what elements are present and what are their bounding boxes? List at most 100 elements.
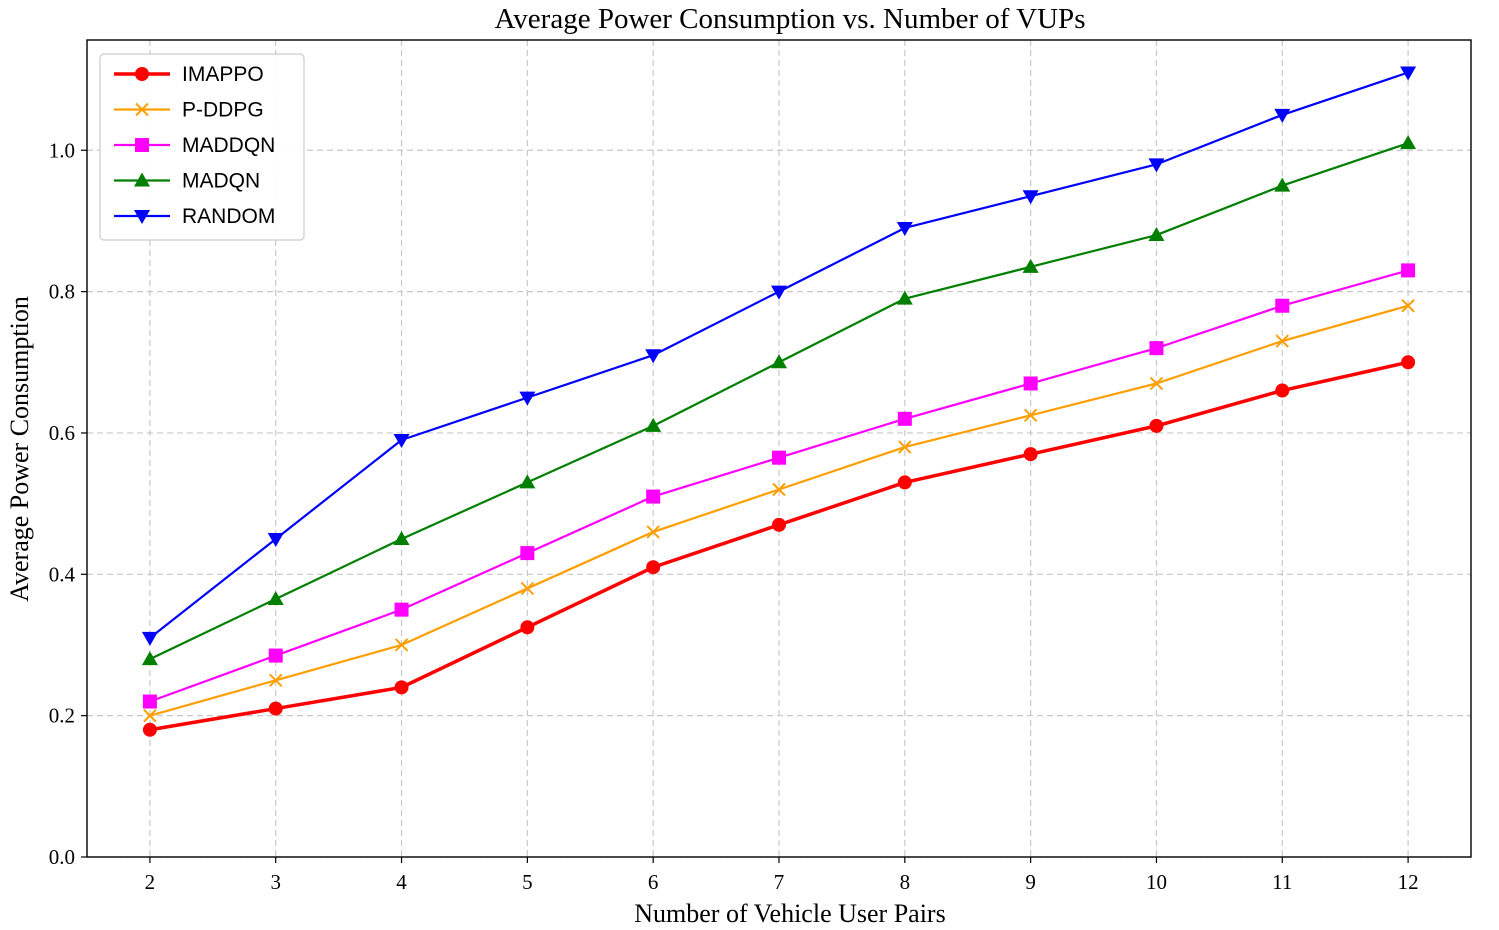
data-point [771, 354, 787, 369]
y-axis-ticks: 0.0 0.2 0.4 0.6 0.8 1.0 [49, 138, 87, 869]
data-point [393, 530, 410, 545]
legend-marker [135, 67, 149, 81]
x-tick-label: 6 [648, 870, 659, 894]
x-tick-label: 8 [900, 870, 911, 894]
data-point [646, 560, 661, 575]
x-axis-ticks: 2 3 4 5 6 7 8 9 10 11 12 [145, 857, 1419, 894]
y-tick-label: 1.0 [49, 138, 75, 162]
data-point [646, 525, 660, 539]
data-point [520, 581, 535, 596]
data-point [267, 591, 284, 606]
legend-label: P-DDPG [182, 99, 264, 122]
data-point [1275, 298, 1290, 313]
y-axis-label: Average Power Consumption [5, 296, 34, 602]
data-point [1023, 447, 1038, 462]
data-point [141, 631, 158, 646]
legend-item-p-ddpg: P-DDPG [114, 99, 264, 122]
data-point [1023, 376, 1038, 391]
x-axis-label: Number of Vehicle User Pairs [634, 899, 945, 928]
data-point [143, 708, 157, 723]
data-point [897, 475, 912, 490]
data-point [141, 651, 158, 666]
legend-label: RANDOM [182, 205, 275, 228]
y-tick-label: 0.2 [49, 704, 75, 728]
legend: IMAPPO P-DDPG MADDQN MADQN RANDOM [99, 53, 305, 241]
x-tick-label: 4 [396, 870, 407, 894]
legend-label: MADDQN [182, 134, 275, 157]
chart-title: Average Power Consumption vs. Number of … [495, 3, 1086, 35]
y-tick-label: 0.4 [49, 562, 76, 586]
x-tick-label: 10 [1146, 870, 1167, 894]
data-point [1400, 135, 1417, 150]
series-maddqn [142, 263, 1416, 709]
data-point [519, 391, 536, 406]
data-point [898, 440, 912, 454]
legend-box [99, 53, 305, 241]
x-tick-label: 12 [1398, 870, 1419, 894]
x-tick-label: 11 [1272, 870, 1292, 894]
series-madqn [141, 135, 1417, 666]
data-point [772, 482, 786, 497]
data-point [1401, 299, 1415, 313]
data-point [267, 532, 284, 547]
data-point [1022, 258, 1039, 273]
legend-label: MADQN [182, 170, 260, 193]
data-point [394, 602, 409, 617]
data-point [896, 221, 913, 236]
data-point [896, 290, 913, 305]
data-point [1022, 190, 1039, 205]
legend-marker [134, 210, 150, 224]
data-point [1401, 263, 1416, 278]
data-point [1274, 108, 1291, 123]
data-point [520, 620, 535, 635]
data-point [1148, 227, 1165, 242]
y-tick-label: 0.8 [49, 280, 75, 304]
data-point [1275, 383, 1290, 398]
data-point [1401, 355, 1416, 370]
x-tick-label: 3 [270, 870, 281, 894]
legend-marker [135, 138, 149, 152]
data-point [1275, 334, 1289, 348]
data-point [772, 450, 786, 465]
series-random [141, 66, 1417, 646]
data-point [1149, 418, 1164, 433]
series-p-ddpg [143, 299, 1415, 723]
data-point [1148, 158, 1165, 173]
data-point [1400, 66, 1417, 81]
x-tick-label: 7 [774, 870, 785, 894]
data-point [520, 546, 535, 561]
y-tick-label: 0.6 [49, 421, 75, 445]
data-point [646, 489, 661, 504]
data-point [772, 517, 786, 532]
legend-item-random: RANDOM [114, 205, 275, 228]
data-point [645, 349, 662, 364]
data-point [1274, 177, 1291, 192]
data-point [1149, 376, 1164, 391]
data-point [394, 638, 409, 652]
series-imappo [142, 355, 1416, 737]
legend-label: IMAPPO [182, 63, 264, 86]
data-point [142, 694, 157, 709]
data-point [771, 285, 787, 300]
legend-item-maddqn: MADDQN [114, 134, 275, 157]
series-layer [141, 66, 1417, 737]
x-tick-label: 2 [145, 870, 156, 894]
x-tick-label: 9 [1025, 870, 1036, 894]
data-point [1023, 408, 1038, 422]
data-point [519, 474, 536, 489]
legend-marker [135, 102, 149, 117]
data-point [645, 417, 662, 432]
data-point [268, 701, 283, 716]
data-point [394, 680, 409, 695]
data-point [268, 648, 283, 663]
data-point [142, 722, 157, 737]
data-point [393, 434, 410, 449]
data-point [1149, 341, 1164, 356]
data-point [269, 673, 283, 688]
data-point [897, 411, 912, 426]
x-tick-label: 5 [522, 870, 533, 894]
legend-item-imappo: IMAPPO [114, 63, 264, 86]
legend-item-madqn: MADQN [114, 170, 260, 193]
y-tick-label: 0.0 [49, 845, 75, 869]
